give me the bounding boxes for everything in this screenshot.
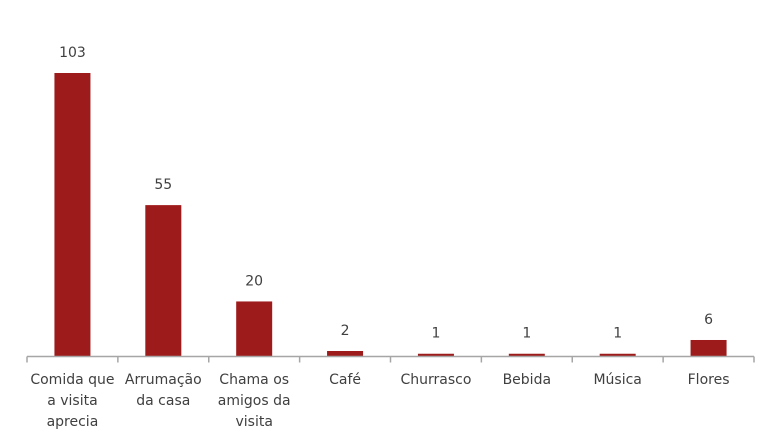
bar: [417, 353, 454, 357]
data-label: 103: [59, 45, 86, 61]
x-tick-label-line: Chama os: [219, 372, 289, 388]
x-tick-label-line: Churrasco: [400, 372, 471, 388]
bar: [327, 350, 364, 357]
bar: [599, 353, 636, 357]
x-tick-label: Bebida: [503, 372, 551, 388]
data-label: 1: [431, 326, 440, 342]
value-labels-group: 103 55 20 2 1 1 1 6: [59, 45, 713, 342]
x-tick-label-line: visita: [235, 414, 272, 430]
x-tick-label-line: Comida que: [30, 372, 114, 388]
x-tick-label: Flores: [688, 372, 730, 388]
data-label: 6: [704, 312, 713, 328]
x-tick-label-line: Música: [593, 372, 641, 388]
x-tick-label-line: aprecia: [47, 414, 99, 430]
bar: [145, 205, 182, 357]
data-label: 1: [613, 326, 622, 342]
x-tick-label-line: Flores: [688, 372, 730, 388]
data-label: 2: [341, 323, 350, 339]
bar: [54, 73, 91, 357]
x-tick-label: Arrumação da casa: [125, 372, 202, 409]
data-label: 20: [245, 273, 263, 289]
data-label: 55: [154, 177, 172, 193]
x-tick-label: Música: [593, 372, 641, 388]
bar: [690, 339, 727, 357]
x-tick-label-line: Arrumação: [125, 372, 202, 388]
category-labels-group: Comida que a visita aprecia Arrumação da cas…: [30, 372, 729, 430]
x-tick-label: Chama os amigos da visita: [218, 372, 291, 430]
bar: [236, 301, 273, 357]
x-tick-label-line: da casa: [136, 393, 190, 409]
x-tick-label-line: Bebida: [503, 372, 551, 388]
bars-group: [54, 73, 727, 357]
bar: [508, 353, 545, 357]
x-tick-label-line: a visita: [47, 393, 97, 409]
x-axis-ticks-group: [26, 356, 755, 363]
x-tick-label: Comida que a visita aprecia: [30, 372, 114, 430]
x-tick-label-line: Café: [329, 372, 361, 388]
x-tick-label-line: amigos da: [218, 393, 291, 409]
x-tick-label: Churrasco: [400, 372, 471, 388]
data-label: 1: [522, 326, 531, 342]
x-tick-label: Café: [329, 372, 361, 388]
